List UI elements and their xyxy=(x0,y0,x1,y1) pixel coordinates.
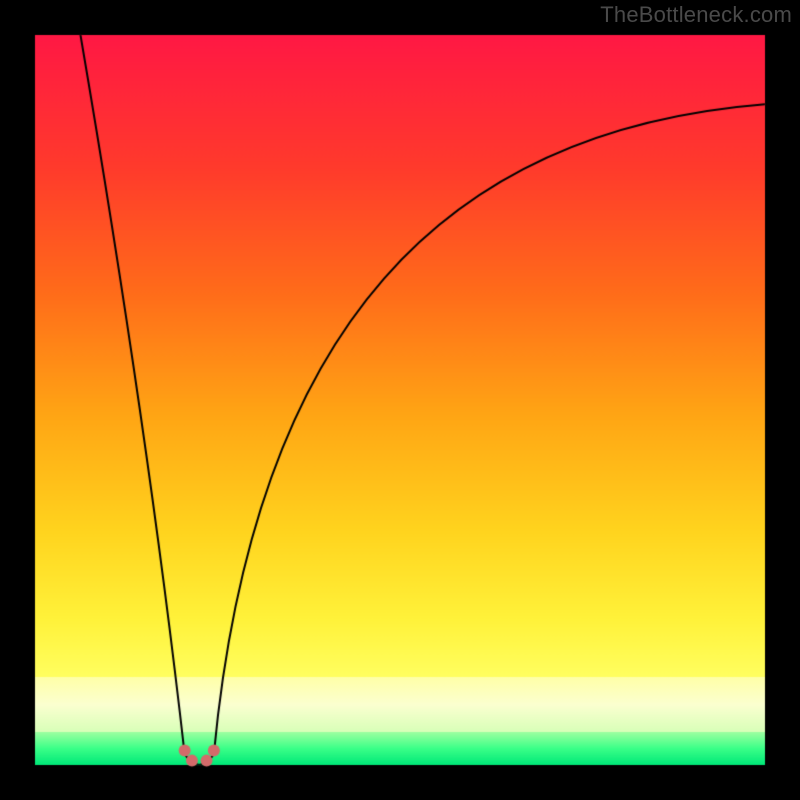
bottleneck-curve-canvas xyxy=(0,0,800,800)
chart-stage: TheBottleneck.com xyxy=(0,0,800,800)
